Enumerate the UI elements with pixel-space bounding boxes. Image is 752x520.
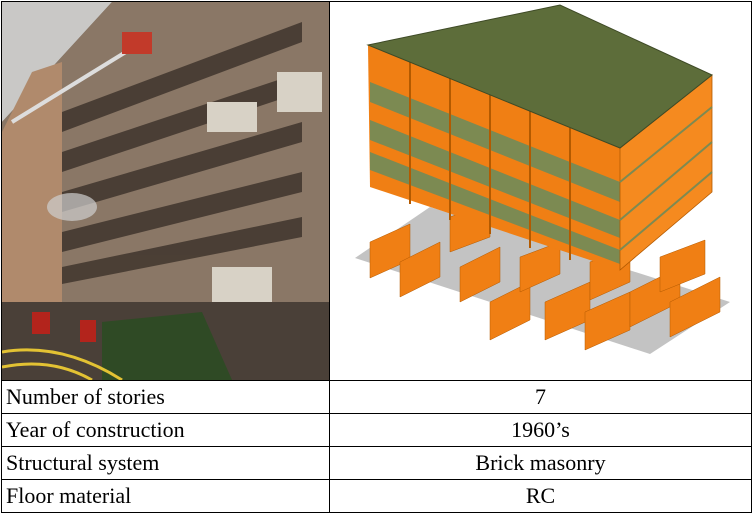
building-photo xyxy=(2,2,329,380)
table-row: Year of construction 1960’s xyxy=(1,413,752,447)
property-label: Floor material xyxy=(1,479,330,513)
table-row: Floor material RC xyxy=(1,479,752,513)
property-value: RC xyxy=(329,479,752,513)
table-row: Structural system Brick masonry xyxy=(1,446,752,480)
property-label: Year of construction xyxy=(1,413,330,447)
model-cell xyxy=(329,1,752,381)
structural-model xyxy=(355,4,730,354)
image-row xyxy=(1,1,752,381)
property-label: Structural system xyxy=(1,446,330,480)
table-row: Number of stories 7 xyxy=(1,380,752,414)
property-value: 1960’s xyxy=(329,413,752,447)
property-value: 7 xyxy=(329,380,752,414)
photo-cell xyxy=(1,1,330,381)
property-value: Brick masonry xyxy=(329,446,752,480)
property-label: Number of stories xyxy=(1,380,330,414)
